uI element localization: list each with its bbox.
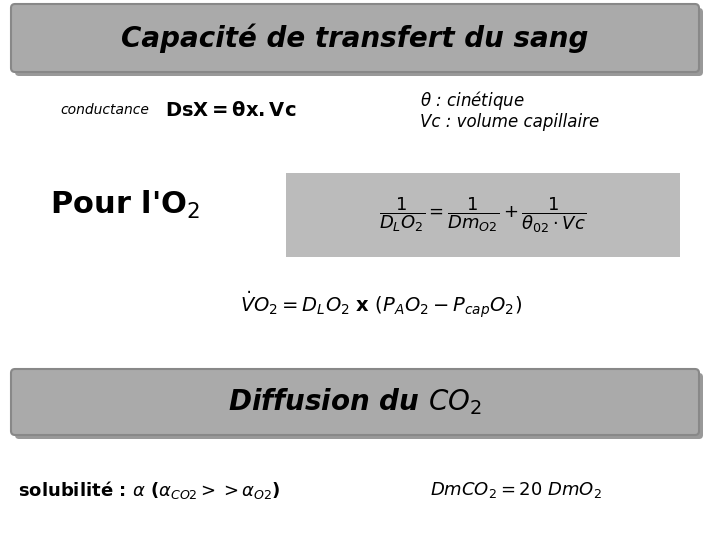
Text: Diffusion du $CO_2$: Diffusion du $CO_2$ (228, 387, 482, 417)
Text: $\dfrac{1}{D_L O_2}=\dfrac{1}{Dm_{O2}}+\dfrac{1}{\theta_{02} \cdot Vc}$: $\dfrac{1}{D_L O_2}=\dfrac{1}{Dm_{O2}}+\… (379, 195, 587, 235)
Text: $\mathbf{DsX = \theta x.Vc}$: $\mathbf{DsX = \theta x.Vc}$ (165, 100, 297, 119)
FancyBboxPatch shape (15, 373, 703, 439)
FancyBboxPatch shape (15, 8, 703, 76)
Text: $\theta$ : cinétique: $\theta$ : cinétique (420, 89, 525, 111)
FancyBboxPatch shape (11, 369, 699, 435)
FancyBboxPatch shape (11, 4, 699, 72)
FancyBboxPatch shape (286, 173, 680, 257)
Text: $DmCO_2 = 20\ DmO_2$: $DmCO_2 = 20\ DmO_2$ (430, 480, 602, 500)
Text: solubilité : $\alpha$ ($\alpha_{CO2}>>\alpha_{O2}$): solubilité : $\alpha$ ($\alpha_{CO2}>>\a… (18, 479, 281, 501)
Text: $\dot{V}O_2 = D_LO_2\ \mathbf{x}\ (P_AO_2 - P_{cap}O_2)$: $\dot{V}O_2 = D_LO_2\ \mathbf{x}\ (P_AO_… (240, 289, 522, 321)
Text: Pour l'O$_2$: Pour l'O$_2$ (50, 189, 200, 221)
Text: conductance: conductance (60, 103, 149, 117)
Text: Capacité de transfert du sang: Capacité de transfert du sang (121, 23, 589, 53)
Text: Vc : volume capillaire: Vc : volume capillaire (420, 113, 599, 131)
